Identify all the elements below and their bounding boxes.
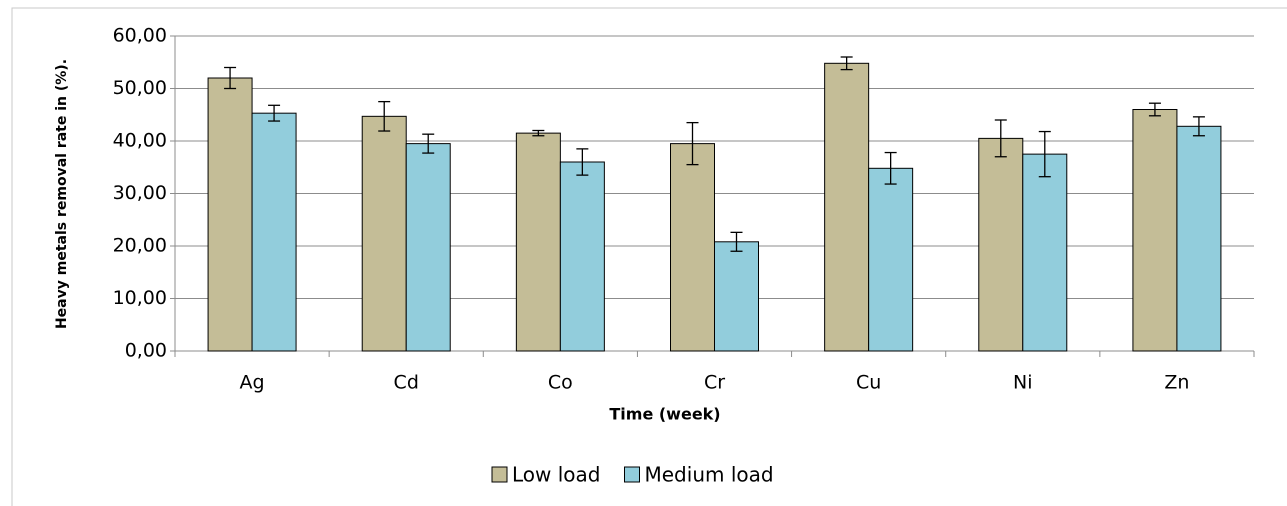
y-tick-label: 10,00 [113, 287, 167, 309]
x-tick-label: Ag [240, 372, 265, 394]
error-bar [268, 104, 281, 122]
error-bar [532, 129, 545, 137]
x-tick-label: Ni [1013, 372, 1033, 394]
error-bar [422, 133, 435, 154]
x-tick-label: Zn [1164, 372, 1189, 394]
error-bar [576, 148, 589, 176]
legend-label: Low load [512, 463, 601, 487]
bar [978, 137, 1024, 352]
bar [1176, 125, 1222, 352]
error-bar [840, 56, 853, 71]
bar [207, 77, 253, 352]
bar [670, 143, 715, 352]
bar [515, 132, 561, 352]
error-bar [730, 231, 743, 252]
legend-label: Medium load [645, 463, 774, 487]
x-axis-label: Time (week) [609, 405, 720, 424]
error-bar [1148, 102, 1161, 117]
y-tick-label: 50,00 [113, 77, 167, 99]
bar [714, 241, 759, 352]
bar [824, 62, 870, 352]
bar [361, 115, 407, 352]
bar [405, 143, 451, 352]
y-axis-label: Heavy metals removal rate in (%). [54, 59, 70, 329]
error-bar [686, 121, 699, 166]
error-bar [1038, 130, 1051, 178]
bar [868, 167, 914, 352]
legend-swatch [491, 466, 508, 483]
x-tick-label: Co [548, 372, 573, 394]
error-bar [224, 66, 237, 90]
bar [559, 161, 605, 352]
bar [1022, 153, 1068, 352]
legend-swatch [624, 466, 640, 483]
y-tick-label: 60,00 [113, 25, 167, 47]
x-tick-label: Cu [856, 372, 881, 394]
error-bar [1192, 116, 1205, 137]
chart-frame [11, 7, 1287, 506]
y-tick-label: 30,00 [113, 182, 167, 204]
x-tick-label: Cd [394, 372, 419, 394]
error-bar [994, 119, 1007, 158]
error-bar [378, 100, 391, 132]
error-bar [884, 151, 897, 185]
y-tick-label: 40,00 [113, 130, 167, 152]
y-tick-label: 0,00 [125, 340, 167, 362]
bar [251, 112, 297, 352]
y-tick-label: 20,00 [113, 235, 167, 257]
bar [1132, 109, 1178, 352]
x-tick-label: Cr [704, 372, 725, 394]
